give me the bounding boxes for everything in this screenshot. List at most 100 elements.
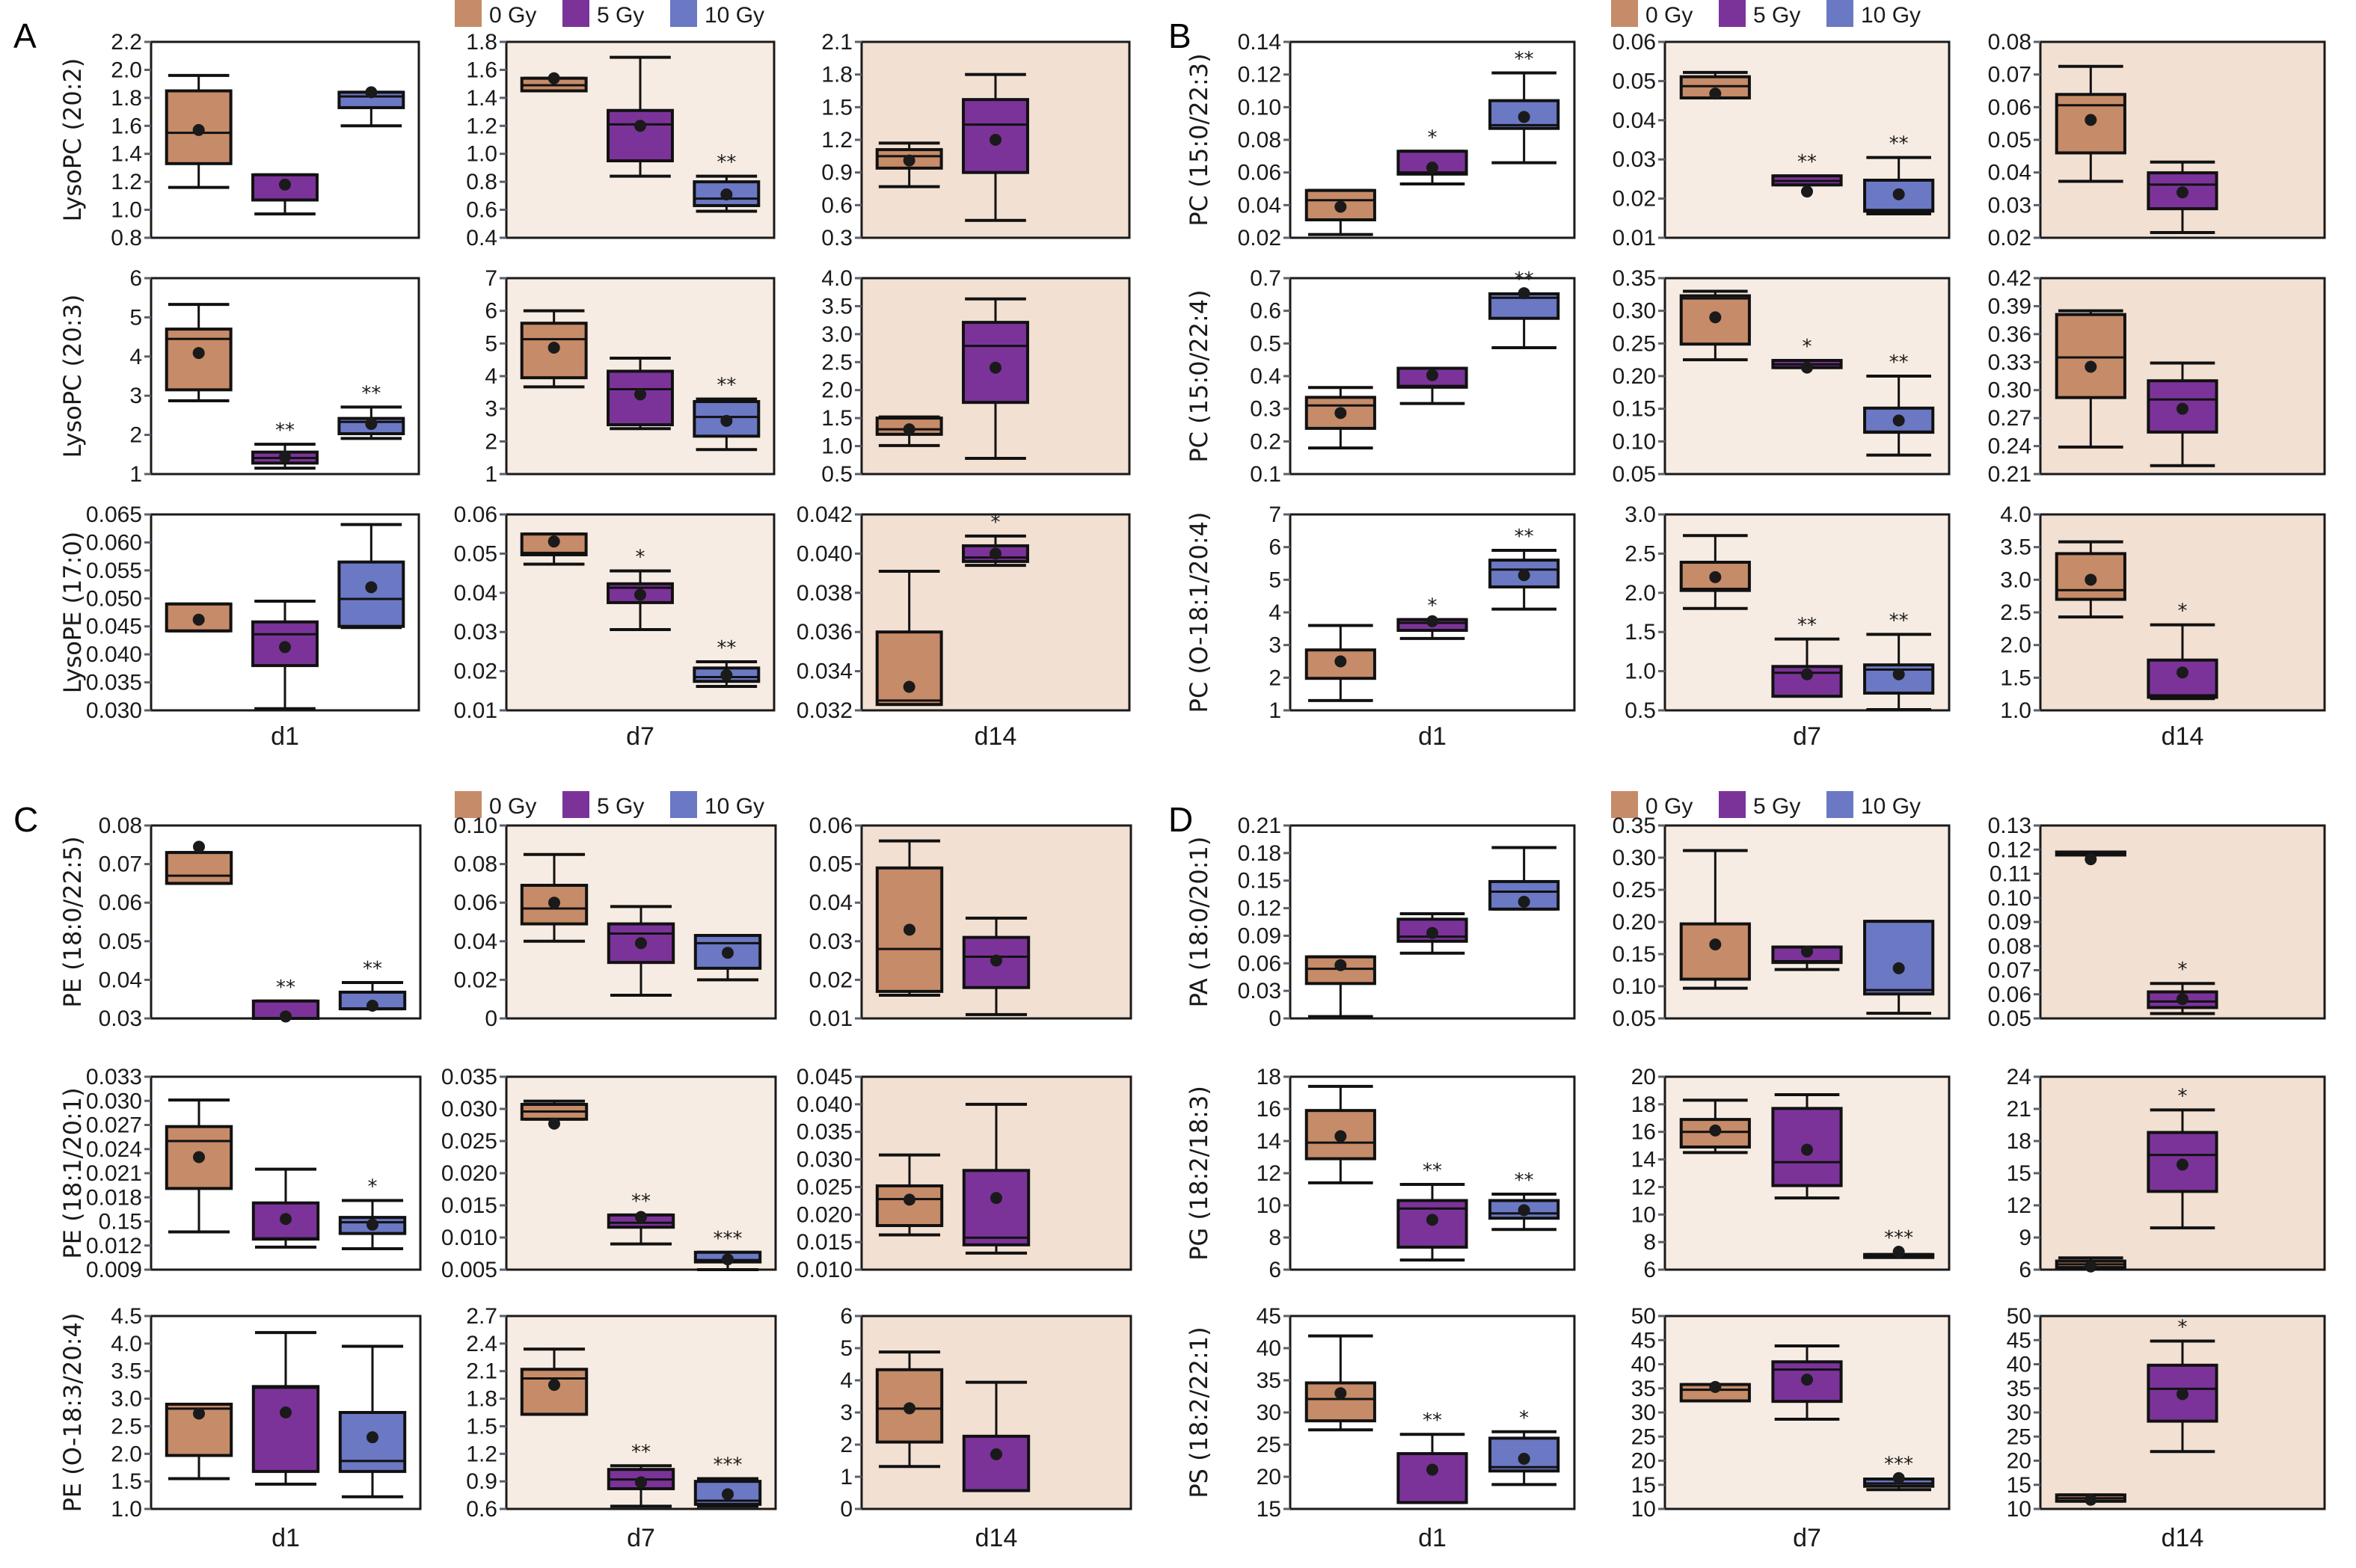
y-tick-label: 0.04 — [1613, 108, 1656, 133]
y-tick-label: 0.038 — [797, 581, 853, 606]
y-tick-label: 0.04 — [454, 929, 497, 954]
y-tick-label: 15 — [1257, 1497, 1281, 1522]
iqr-box — [2055, 313, 2126, 399]
plot-a-d14: 0.3 0.6 0.9 1.2 1.5 1.8 2.1 — [821, 30, 1131, 250]
y-tick-label: 3.0 — [821, 322, 853, 347]
y-tick-label: 8 — [1269, 1226, 1281, 1250]
y-tick-label: 0.15 — [99, 1210, 142, 1235]
y-tick-label: 0.12 — [1238, 897, 1281, 921]
y-tick-label: 24 — [2007, 1065, 2031, 1089]
mean-point — [635, 1211, 647, 1223]
y-tick-label: 18 — [2007, 1129, 2031, 1154]
y-tick-label: 25 — [1631, 1424, 1656, 1449]
box-0gy — [1304, 1334, 1376, 1432]
y-tick-label: 0.03 — [809, 929, 853, 954]
y-tick-label: 0.25 — [1613, 331, 1656, 356]
legend-swatch-0gy — [1611, 791, 1638, 818]
box-5gy — [962, 297, 1029, 461]
mean-point — [990, 954, 1002, 967]
significance-marker: ** — [1515, 268, 1534, 291]
plot-d-d7: 6 8 10 12 14 16 18 20 *** — [1631, 1065, 1951, 1282]
mean-point — [1518, 1452, 1530, 1465]
y-tick-label: 35 — [1631, 1377, 1656, 1401]
y-tick-label: 1.0 — [111, 1497, 142, 1522]
y-tick-label: 0.6 — [1250, 299, 1281, 324]
mean-point — [904, 1402, 915, 1415]
y-tick-label: 9 — [2019, 1226, 2031, 1250]
legend-label: 0 Gy — [489, 794, 536, 819]
y-tick-label: 1.4 — [111, 142, 142, 167]
box-5gy — [251, 1331, 320, 1486]
y-tick-label: 40 — [1631, 1353, 1656, 1377]
y-tick-label: 6 — [840, 1304, 853, 1329]
y-tick-label: 25 — [2007, 1424, 2031, 1449]
mean-point — [1801, 1143, 1813, 1156]
y-tick-label: 2.0 — [2000, 633, 2031, 658]
mean-point — [1892, 668, 1905, 680]
y-tick-label: 0.03 — [99, 1006, 142, 1031]
box-10gy: ** — [1863, 609, 1935, 711]
x-axis-day-label: d14 — [975, 1524, 1018, 1552]
box-0gy — [520, 1347, 589, 1416]
y-tick-label: 35 — [2007, 1377, 2031, 1401]
y-tick-label: 0.09 — [1988, 910, 2031, 935]
mean-point — [1892, 1472, 1905, 1484]
significance-marker: ** — [1515, 526, 1534, 548]
y-tick-label: 45 — [1257, 1304, 1281, 1329]
y-tick-label: 50 — [1631, 1304, 1656, 1329]
mean-point — [990, 1192, 1002, 1205]
y-tick-label: 0.03 — [1238, 979, 1281, 1003]
y-tick-label: 0.4 — [1250, 364, 1281, 389]
y-tick-label: 0.08 — [99, 814, 142, 838]
iqr-box — [962, 1434, 1031, 1492]
panel-letter: A — [13, 16, 37, 55]
plot-c-d14: 0 1 2 3 4 5 6 — [840, 1304, 1132, 1522]
box-0gy — [1679, 70, 1751, 100]
y-axis-label: PE (O-18:3/20:4) — [58, 1313, 87, 1513]
plot-a-d1: 0.030 0.035 0.040 0.045 0.050 0.055 0.060 0.065 — [86, 502, 420, 723]
y-tick-label: 0.5 — [1625, 698, 1656, 723]
y-tick-label: 5 — [840, 1336, 853, 1361]
y-tick-label: 16 — [1257, 1097, 1281, 1122]
box-0gy — [875, 839, 944, 997]
y-tick-label: 1.4 — [466, 86, 497, 111]
mean-point — [1334, 959, 1347, 971]
mean-point — [722, 1253, 734, 1266]
y-tick-label: 4.0 — [821, 266, 853, 291]
significance-marker: ** — [1889, 351, 1909, 374]
y-tick-label: 0.36 — [1988, 322, 2031, 347]
box-10gy — [337, 86, 405, 128]
box-0gy — [165, 1098, 233, 1234]
mean-point — [1426, 1463, 1438, 1476]
y-tick-label: 30 — [1257, 1401, 1281, 1425]
y-tick-label: 30 — [2007, 1401, 2031, 1425]
mean-point — [1709, 87, 1722, 100]
mean-point — [2084, 360, 2097, 373]
y-tick-label: 0.009 — [86, 1258, 142, 1282]
box-5gy — [962, 1380, 1031, 1492]
iqr-box — [165, 1402, 233, 1457]
box-10gy: ** — [693, 152, 761, 213]
mean-point — [366, 1431, 378, 1444]
box-10gy: ** — [693, 637, 761, 689]
box-5gy: * — [2147, 959, 2218, 1015]
significance-marker: ** — [361, 382, 381, 405]
legend: 0 Gy 5 Gy 10 Gy — [455, 791, 764, 819]
y-tick-label: 2 — [1269, 665, 1281, 690]
y-tick-label: 0.39 — [1988, 294, 2031, 319]
y-tick-label: 40 — [2007, 1353, 2031, 1377]
y-tick-label: 30 — [1631, 1401, 1656, 1425]
mean-point — [1426, 1214, 1438, 1226]
mean-point — [1518, 111, 1530, 123]
y-tick-label: 0.12 — [1988, 837, 2031, 862]
box-5gy: * — [1396, 126, 1468, 185]
box-0gy — [165, 1402, 233, 1481]
y-tick-label: 0.027 — [86, 1113, 142, 1138]
box-10gy — [1488, 846, 1560, 911]
y-axis-label: PC (O-18:1/20:4) — [1185, 512, 1213, 713]
y-tick-label: 0.036 — [797, 620, 853, 645]
y-tick-label: 0.035 — [797, 1120, 853, 1145]
mean-point — [1801, 361, 1813, 374]
iqr-box — [2147, 658, 2218, 699]
y-tick-label: 0.10 — [454, 814, 497, 838]
